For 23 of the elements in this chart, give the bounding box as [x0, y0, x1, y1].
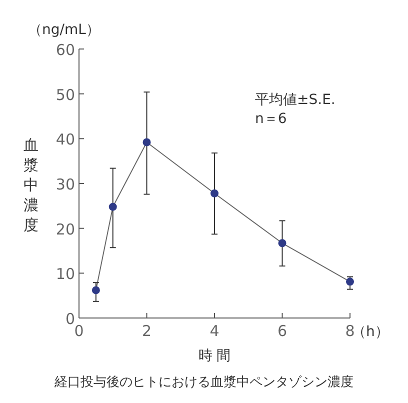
point	[210, 189, 218, 198]
y-tick-label: 50	[56, 86, 75, 104]
annotation: n＝6	[255, 111, 287, 127]
point	[142, 138, 151, 146]
x-tick-label: 6	[277, 322, 288, 340]
annotation: 平均値±S.E.	[255, 92, 336, 108]
y-tick-label: 60	[56, 41, 75, 59]
text: 経口投与後のヒトにおける血漿中ペンタゾシン濃度	[54, 374, 354, 390]
x-tick-label: 8	[345, 322, 355, 340]
point	[346, 278, 354, 286]
x-axis-title: 時 間	[198, 348, 231, 364]
text: （ng/mL）	[28, 22, 100, 38]
y-tick-label: 0	[65, 310, 75, 328]
y-tick-label: 40	[56, 130, 75, 149]
x-tick-label: 4	[210, 322, 220, 340]
y-tick-label: 20	[56, 220, 75, 238]
y-axis-title: 血漿中濃度	[24, 136, 38, 234]
y-tick-label: 30	[56, 176, 75, 194]
x-tick-label: 2	[142, 322, 152, 340]
y-tick-label: 10	[56, 265, 75, 284]
point	[92, 286, 100, 294]
point	[278, 239, 286, 248]
point	[108, 202, 117, 211]
